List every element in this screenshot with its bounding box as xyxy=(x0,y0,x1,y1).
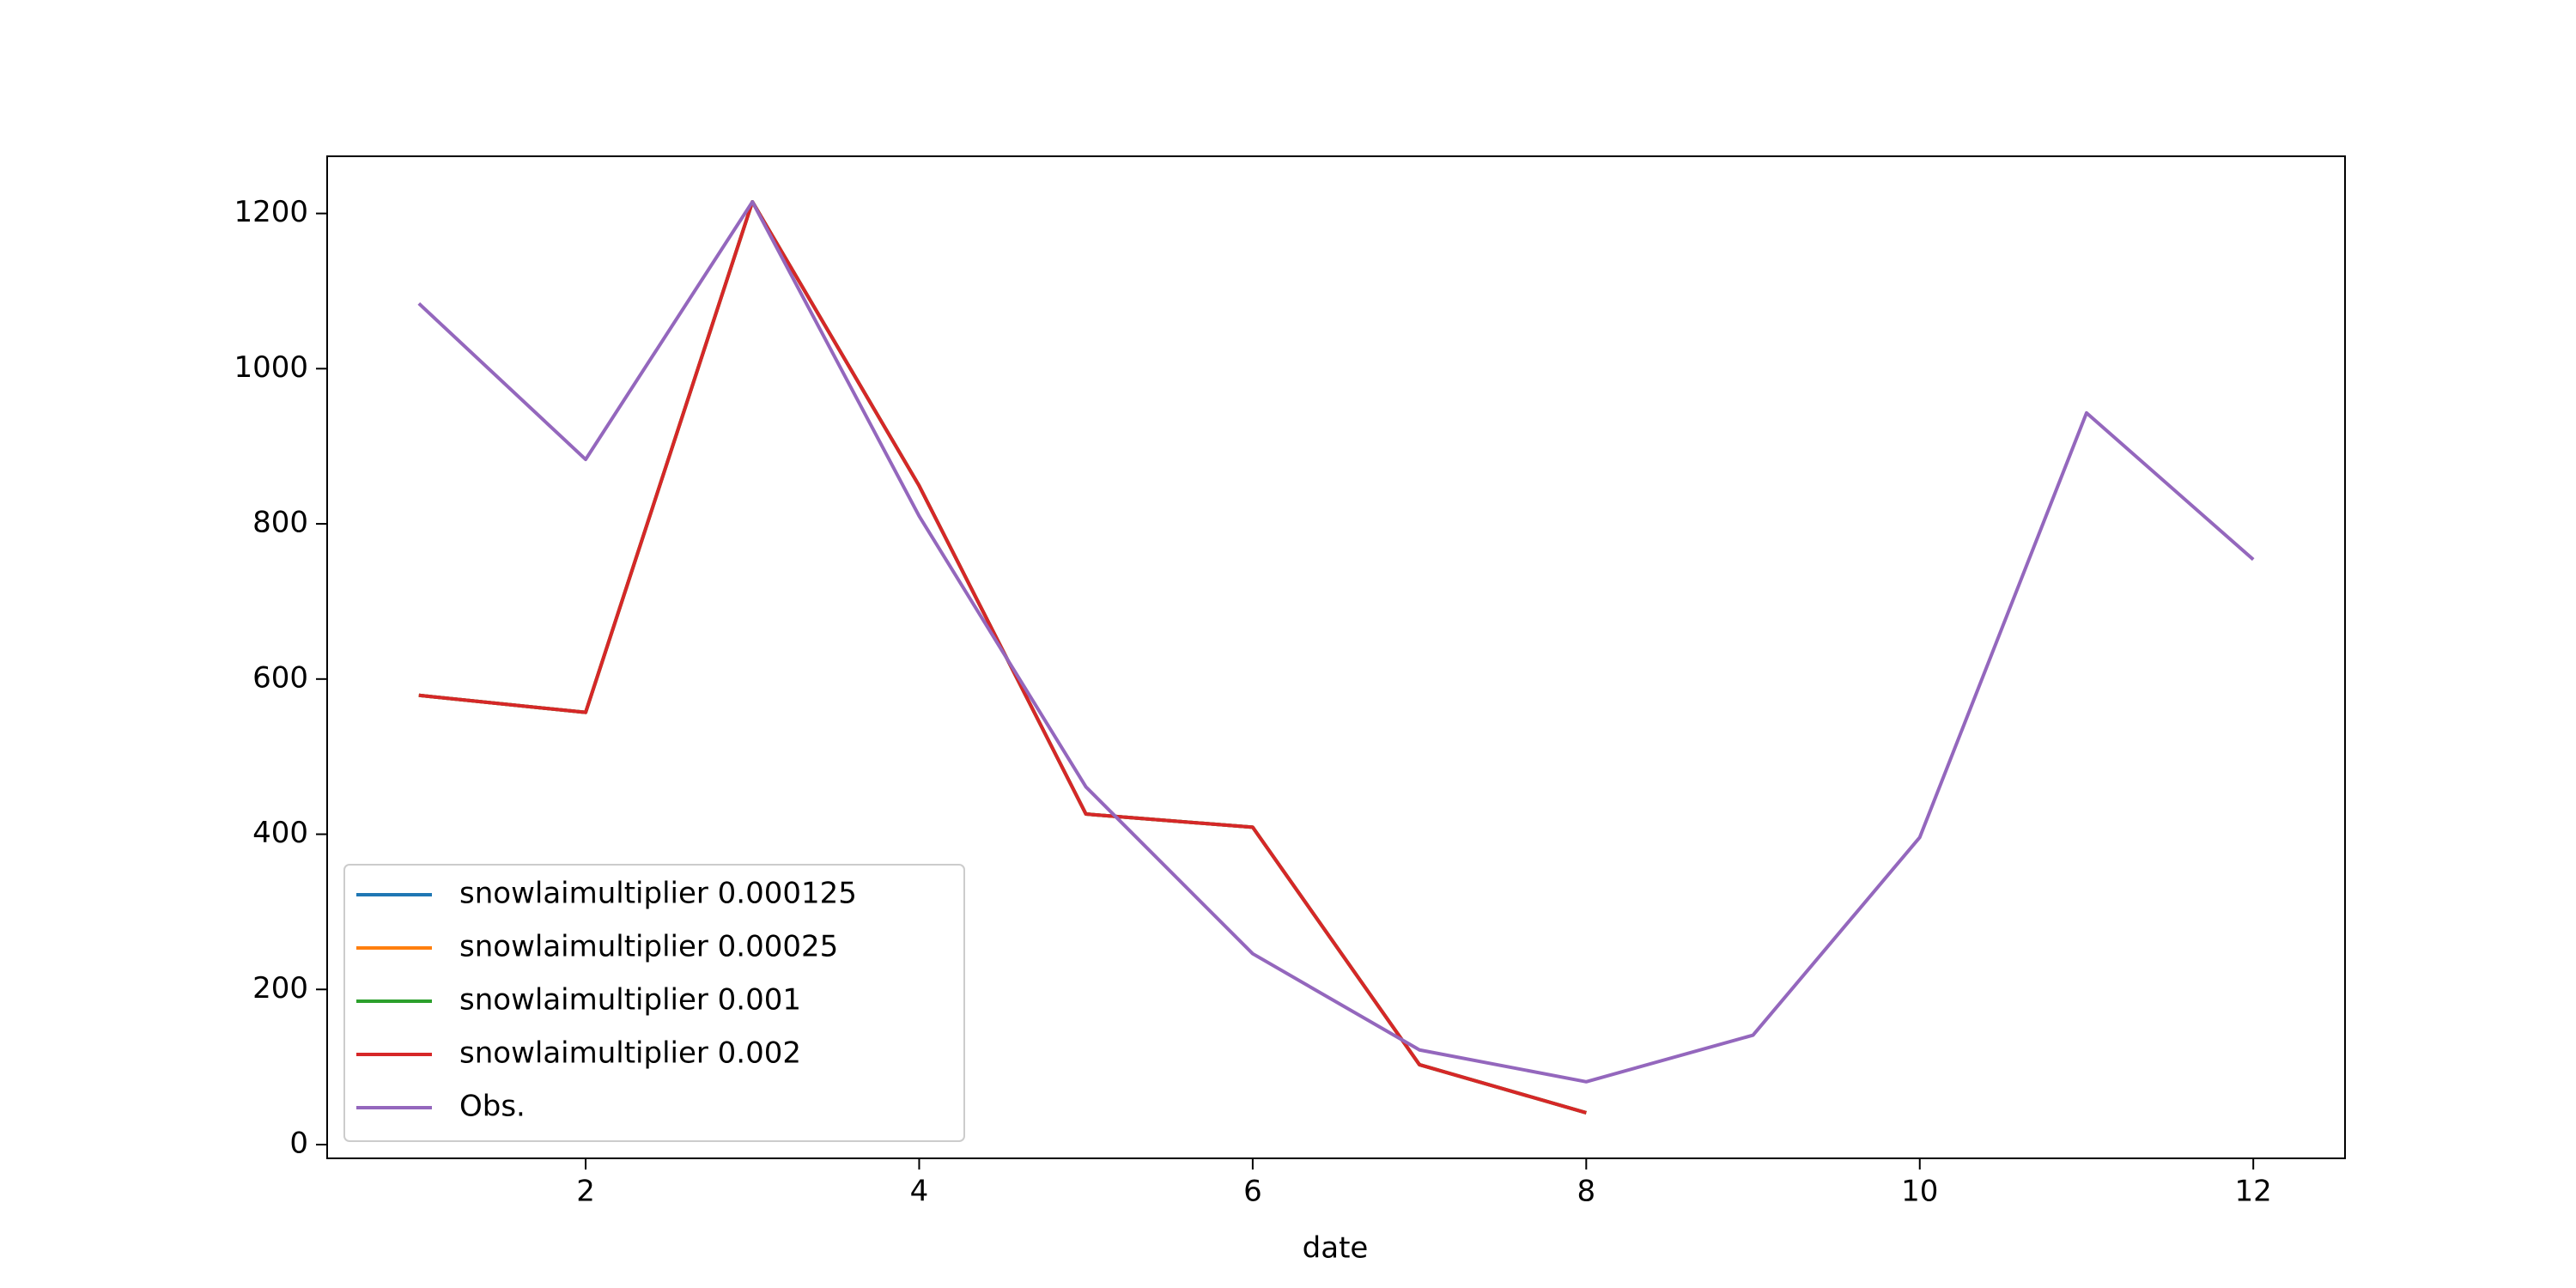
x-axis-label: date xyxy=(1303,1231,1369,1266)
y-tick-label: 1000 xyxy=(234,350,308,385)
legend-label: Obs. xyxy=(459,1090,526,1124)
legend-label: snowlaimultiplier 0.002 xyxy=(459,1036,801,1071)
y-tick-label: 600 xyxy=(252,660,308,695)
y-tick-label: 1200 xyxy=(234,195,308,229)
y-tick-label: 200 xyxy=(252,971,308,1005)
y-tick-label: 800 xyxy=(252,506,308,540)
legend-box xyxy=(343,864,965,1142)
x-tick-label: 6 xyxy=(1243,1175,1262,1209)
x-tick-label: 2 xyxy=(576,1175,595,1209)
y-tick-label: 400 xyxy=(252,816,308,850)
y-tick-label: 0 xyxy=(289,1127,308,1161)
legend-label: snowlaimultiplier 0.001 xyxy=(459,983,801,1018)
x-tick-label: 12 xyxy=(2235,1175,2272,1209)
legend-label: snowlaimultiplier 0.00025 xyxy=(459,930,838,964)
x-tick-label: 10 xyxy=(1901,1175,1938,1209)
plot-frame xyxy=(326,155,2346,1159)
series-line xyxy=(417,200,2255,1084)
x-tick-label: 4 xyxy=(910,1175,929,1209)
x-tick-label: 8 xyxy=(1577,1175,1596,1209)
legend-label: snowlaimultiplier 0.000125 xyxy=(459,877,857,911)
